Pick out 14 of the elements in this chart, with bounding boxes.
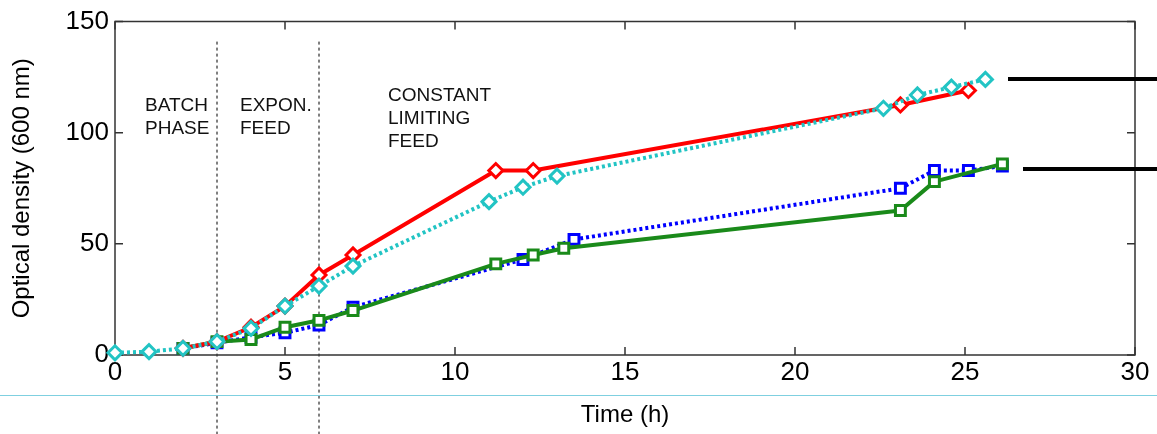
x-axis-title: Time (h) xyxy=(580,400,670,428)
annotation: BATCH PHASE xyxy=(145,93,210,138)
x-tick-label: 25 xyxy=(950,355,980,386)
y-tick-label: 100 xyxy=(65,115,109,146)
x-tick-label: 30 xyxy=(1120,355,1150,386)
y-tick-label: 150 xyxy=(65,4,109,35)
annotation: CONSTANT LIMITING FEED xyxy=(388,83,492,151)
x-tick-label: 5 xyxy=(277,355,293,386)
annotation: EXPON. FEED xyxy=(240,93,312,138)
y-tick-label: 50 xyxy=(80,227,109,258)
x-tick-label: 10 xyxy=(440,355,470,386)
y-axis-title: Optical density (600 nm) xyxy=(7,58,35,319)
x-tick-label: 15 xyxy=(610,355,640,386)
x-tick-label: 20 xyxy=(780,355,810,386)
